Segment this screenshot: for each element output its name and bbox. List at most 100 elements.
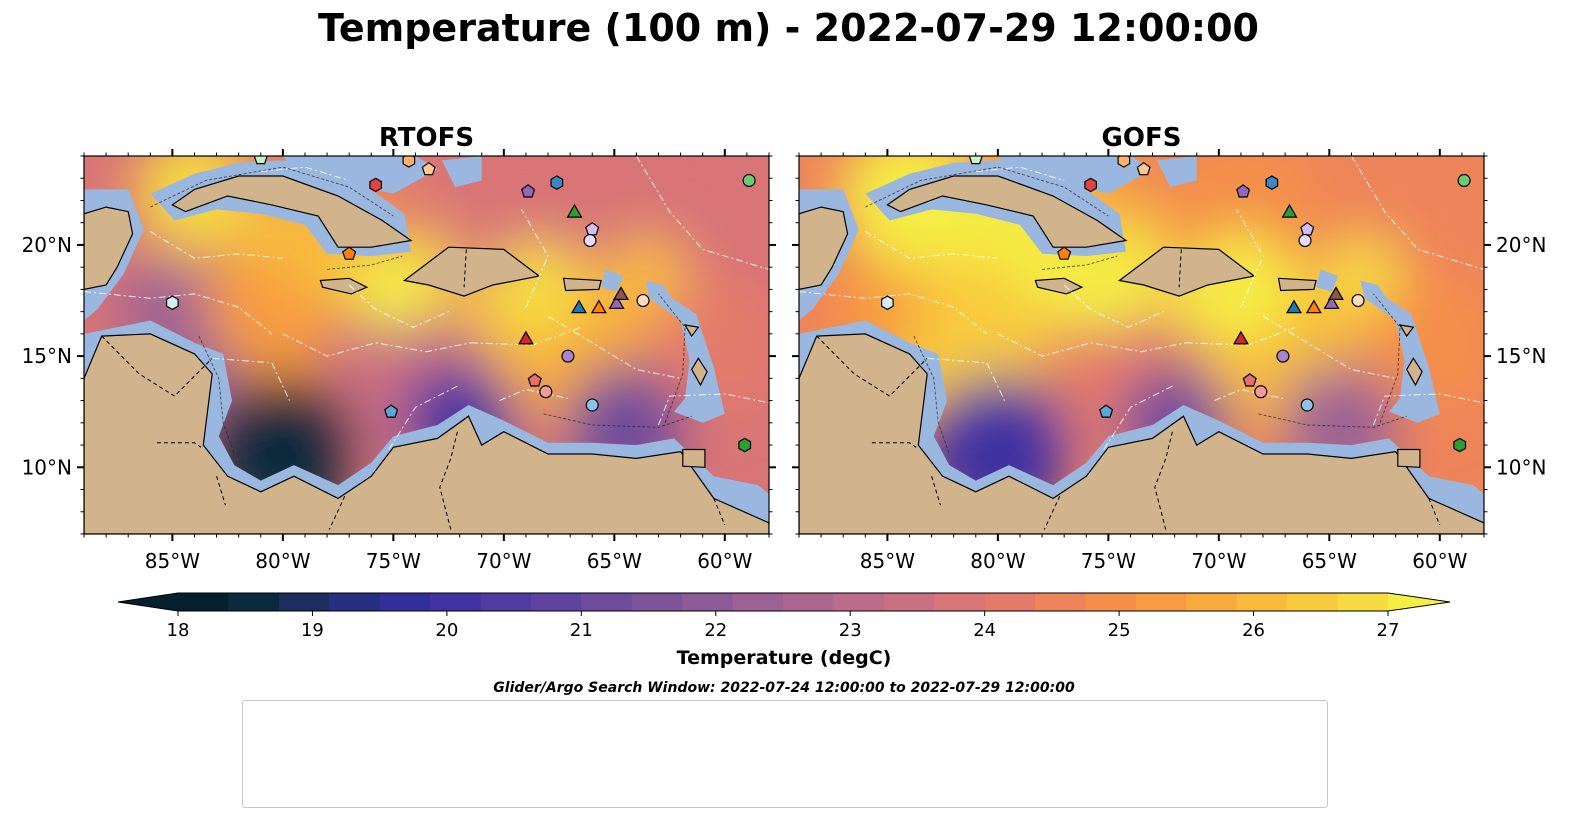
- marker-4903333: [369, 177, 382, 193]
- marker-SG667-20220629T1254: [1232, 330, 1249, 345]
- marker-SG635-20220622T1250: [1305, 299, 1322, 314]
- colorbar-tick-label: 26: [1242, 620, 1265, 641]
- colorbar-segment: [783, 593, 835, 611]
- bathymetry-contour: [150, 166, 394, 217]
- marker-4903227: [738, 437, 752, 453]
- land-mass: [1277, 277, 1317, 292]
- colorbar-segment: [1337, 593, 1389, 611]
- country-border: [871, 442, 917, 448]
- shelf-area: [1360, 280, 1440, 423]
- temperature-field-gofs: [799, 156, 1484, 534]
- colorbar-segment: [833, 593, 885, 611]
- temperature-field-rtofs: [84, 156, 769, 534]
- land-mass: [1406, 357, 1423, 387]
- x-tick-label: 65°W: [1302, 549, 1357, 573]
- marker-4903277: [968, 156, 983, 165]
- colorbar: 18 19 20 21 22 23 24 25 26 27 Temperature (degC): [117, 592, 1451, 669]
- marker-3901860: [1300, 398, 1314, 412]
- marker-4901716: [880, 295, 894, 311]
- eez-boundary: [997, 333, 1186, 357]
- eez-boundary: [348, 284, 449, 328]
- shelf-area: [645, 280, 725, 423]
- land-mass: [799, 333, 1484, 534]
- eez-boundary: [1373, 393, 1484, 426]
- colorbar-segment: [329, 593, 381, 611]
- marker-4903277: [253, 156, 268, 165]
- figure-title: Temperature (100 m) - 2022-07-29 12:00:0…: [317, 6, 1259, 50]
- marker-6902916: [1298, 233, 1312, 248]
- shelf-area: [442, 156, 482, 188]
- shelf-area: [601, 269, 624, 292]
- colorbar-segment: [1186, 593, 1238, 611]
- bathymetry-contour: [658, 293, 686, 423]
- colorbar-segment: [1085, 593, 1137, 611]
- map-frame: [83, 155, 770, 535]
- search-window-caption: Glider/Argo Search Window: 2022-07-24 12…: [493, 680, 1075, 696]
- marker-4903244: [1457, 173, 1471, 188]
- colorbar-segment: [530, 593, 582, 611]
- colorbar-tick-label: 25: [1108, 620, 1131, 641]
- bathymetry-contour: [198, 335, 235, 455]
- land-mass: [682, 448, 706, 468]
- land-mass: [1398, 324, 1415, 338]
- colorbar-segment: [934, 593, 986, 611]
- marker-4901719: [1057, 246, 1072, 260]
- land-mass: [319, 277, 369, 295]
- eez-boundary: [1350, 156, 1484, 270]
- eez-boundary: [521, 209, 549, 308]
- x-tick-label: 75°W: [1081, 549, 1136, 573]
- land-mass: [1117, 246, 1256, 297]
- marker-SG678-20220622T1240: [1323, 294, 1340, 309]
- land-mass: [1397, 448, 1421, 468]
- colorbar-tick-label: 22: [704, 620, 727, 641]
- bathymetry-contour: [327, 255, 403, 270]
- eez-boundary: [150, 231, 283, 259]
- marker-3901860: [585, 398, 599, 412]
- marker-4903344: [527, 373, 542, 387]
- country-border: [156, 442, 202, 448]
- x-tick-label: 80°W: [970, 549, 1025, 573]
- marker-6902916: [583, 233, 597, 248]
- eez-boundary: [1236, 209, 1264, 308]
- eez-boundary: [1185, 326, 1297, 346]
- marker-SG678-20220622T1240: [608, 294, 625, 309]
- x-tick-label: 85°W: [860, 549, 915, 573]
- panel-title-rtofs: RTOFS: [379, 123, 474, 153]
- eez-boundary: [1103, 384, 1175, 450]
- eez-boundary: [282, 333, 471, 357]
- marker-1902314: [550, 175, 564, 190]
- colorbar-tick-label: 18: [167, 620, 190, 641]
- y-tick-label: 20°N: [22, 233, 72, 257]
- y-tick-label: 15°N: [22, 344, 72, 368]
- x-tick-label: 60°W: [1412, 549, 1467, 573]
- marker-4903354: [1236, 184, 1251, 198]
- land-mass: [691, 357, 708, 387]
- bathymetry-contour: [913, 335, 950, 455]
- land-mass: [683, 324, 700, 338]
- bathymetry-contour: [1373, 293, 1401, 423]
- colorbar-segment: [178, 593, 230, 611]
- colorbar-segment: [883, 593, 935, 611]
- marker-4903349: [1254, 385, 1268, 399]
- colorbar-segment: [1236, 593, 1288, 611]
- colorbar-segment: [631, 593, 683, 611]
- eez-boundary: [260, 166, 350, 181]
- y-tick-label: 10°N: [22, 455, 72, 479]
- shelf-area: [1157, 156, 1197, 188]
- marker-SG610-20220621T1130: [1285, 299, 1302, 314]
- eez-boundary: [658, 393, 769, 426]
- colorbar-segment: [379, 593, 431, 611]
- colorbar-tick-label: 21: [570, 620, 593, 641]
- marker-ng347-20220727T0000: [1327, 286, 1344, 300]
- country-border: [439, 431, 458, 530]
- y-tick-label: 10°N: [1496, 455, 1546, 479]
- marker-4902534: [1351, 293, 1365, 308]
- country-border: [101, 335, 213, 397]
- eez-boundary: [547, 315, 681, 379]
- eez-boundary: [635, 156, 769, 270]
- colorbar-segment: [732, 593, 784, 611]
- marker-4903349: [539, 385, 553, 399]
- colorbar-segment: [278, 593, 330, 611]
- colorbar-extend-high: [1388, 593, 1450, 611]
